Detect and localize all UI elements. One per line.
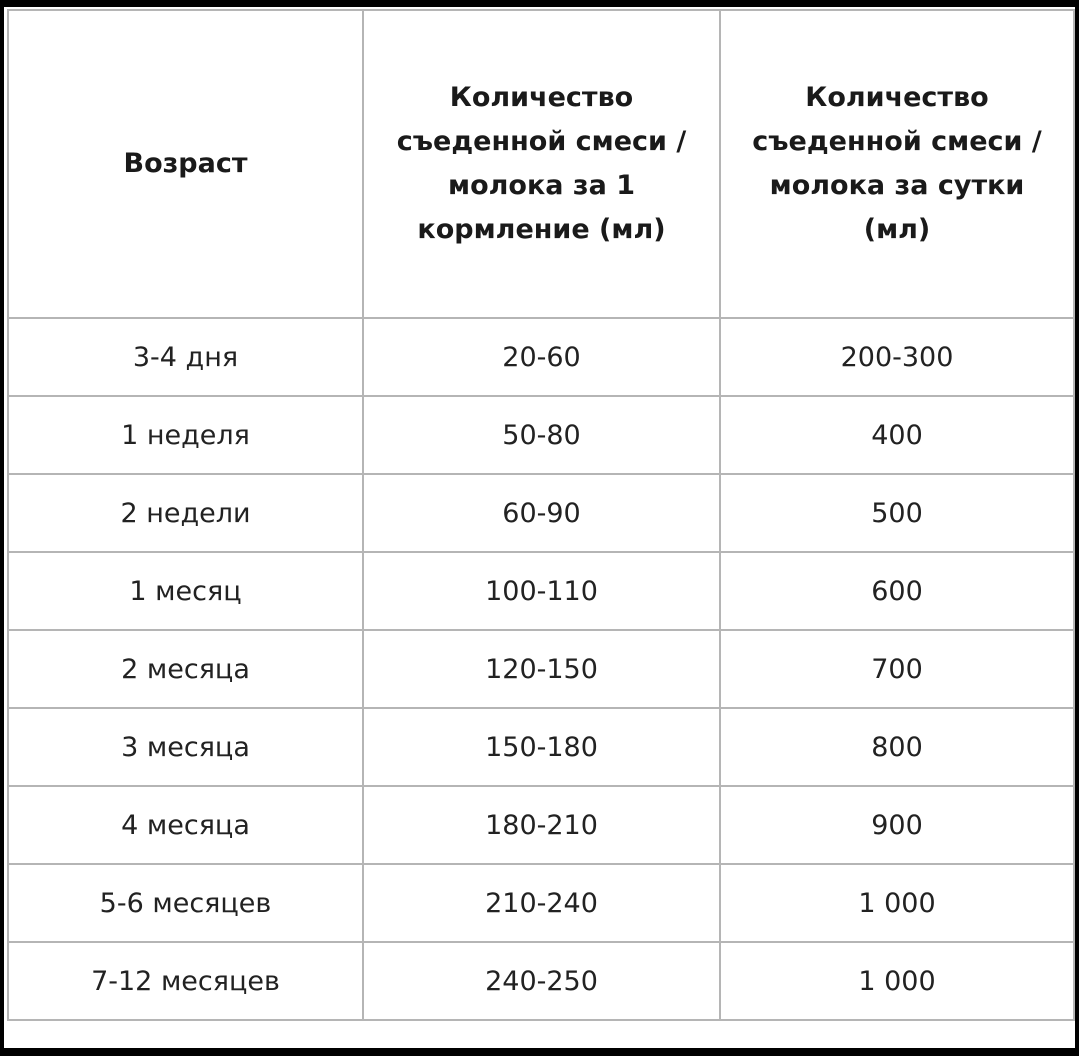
age-cell: 3-4 дня	[7, 317, 364, 397]
table-row: 3-4 дня 20-60 200-300	[7, 317, 1075, 397]
table-row: 3 месяца 150-180 800	[7, 707, 1075, 787]
table-image: Возраст Количество съеденной смеси / мол…	[4, 7, 1075, 1048]
header-per-feeding: Количество съеденной смеси / молока за 1…	[362, 9, 721, 319]
age-cell: 3 месяца	[7, 707, 364, 787]
per-day-cell: 800	[719, 707, 1075, 787]
table-row: 2 месяца 120-150 700	[7, 629, 1075, 709]
per-feeding-cell: 100-110	[362, 551, 721, 631]
per-day-cell: 600	[719, 551, 1075, 631]
per-day-cell: 1 000	[719, 863, 1075, 943]
table-row: 2 недели 60-90 500	[7, 473, 1075, 553]
header-per-day-text: Количество съеденной смеси / молока за с…	[752, 82, 1042, 245]
per-day-cell: 400	[719, 395, 1075, 475]
age-cell: 1 неделя	[7, 395, 364, 475]
per-feeding-cell: 150-180	[362, 707, 721, 787]
table-row: 5-6 месяцев 210-240 1 000	[7, 863, 1075, 943]
per-day-cell: 900	[719, 785, 1075, 865]
age-cell: 5-6 месяцев	[7, 863, 364, 943]
feeding-table: Возраст Количество съеденной смеси / мол…	[7, 9, 1075, 1021]
per-day-cell: 1 000	[719, 941, 1075, 1021]
per-feeding-cell: 20-60	[362, 317, 721, 397]
age-cell: 7-12 месяцев	[7, 941, 364, 1021]
per-feeding-cell: 50-80	[362, 395, 721, 475]
per-day-cell: 500	[719, 473, 1075, 553]
per-feeding-cell: 120-150	[362, 629, 721, 709]
table-row: 1 неделя 50-80 400	[7, 395, 1075, 475]
per-day-cell: 200-300	[719, 317, 1075, 397]
header-per-feeding-text: Количество съеденной смеси / молока за 1…	[396, 82, 687, 245]
header-age: Возраст	[7, 9, 364, 319]
table-row: 1 месяц 100-110 600	[7, 551, 1075, 631]
age-cell: 2 месяца	[7, 629, 364, 709]
age-cell: 4 месяца	[7, 785, 364, 865]
per-day-cell: 700	[719, 629, 1075, 709]
table-row: 4 месяца 180-210 900	[7, 785, 1075, 865]
table-row: 7-12 месяцев 240-250 1 000	[7, 941, 1075, 1021]
per-feeding-cell: 240-250	[362, 941, 721, 1021]
per-feeding-cell: 60-90	[362, 473, 721, 553]
header-row: Возраст Количество съеденной смеси / мол…	[7, 9, 1075, 319]
per-feeding-cell: 180-210	[362, 785, 721, 865]
header-per-day: Количество съеденной смеси / молока за с…	[719, 9, 1075, 319]
age-cell: 1 месяц	[7, 551, 364, 631]
age-cell: 2 недели	[7, 473, 364, 553]
per-feeding-cell: 210-240	[362, 863, 721, 943]
